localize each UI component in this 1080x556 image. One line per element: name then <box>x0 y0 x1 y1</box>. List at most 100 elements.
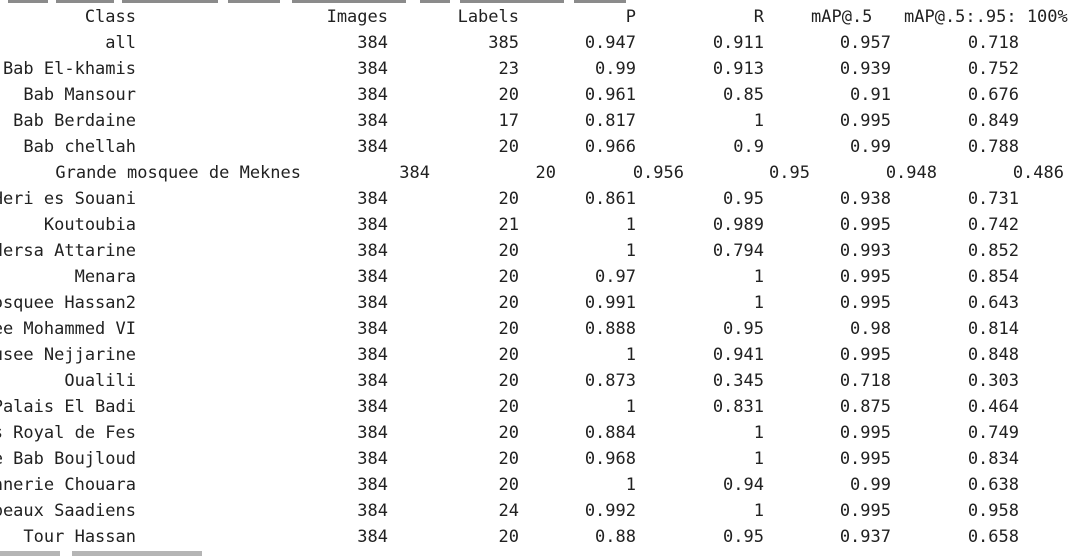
cell-class: Medersa Attarine <box>0 241 136 261</box>
cell-class: Palais El Badi <box>0 397 136 417</box>
cell-class: Palais Royal de Fes <box>0 423 136 443</box>
cell-map50: 0.99 <box>850 137 891 157</box>
table-row: Mosquee Hassan2 384 20 0.991 1 0.995 0.643 <box>0 290 1080 316</box>
cell-map50: 0.995 <box>839 501 891 521</box>
cell-map5095: 0.742 <box>967 215 1019 235</box>
cell-map50: 0.995 <box>839 215 891 235</box>
cell-map50: 0.939 <box>839 59 891 79</box>
cell-labels: 20 <box>498 85 519 105</box>
cell-r: 0.9 <box>733 137 764 157</box>
cell-map5095: 0.852 <box>967 241 1019 261</box>
cell-r: 1 <box>753 267 764 287</box>
cell-images: 384 <box>357 137 388 157</box>
cell-map50: 0.957 <box>839 33 891 53</box>
cell-map5095: 0.718 <box>967 33 1019 53</box>
cell-map50: 0.875 <box>839 397 891 417</box>
cell-map5095: 0.849 <box>967 111 1019 131</box>
cell-class: Bab El-khamis <box>2 59 136 79</box>
cell-r: 0.95 <box>723 189 764 209</box>
cell-map5095: 0.658 <box>967 527 1019 547</box>
cell-labels: 20 <box>498 449 519 469</box>
table-row: Musee Mohammed VI 384 20 0.888 0.95 0.98 0.814 <box>0 316 1080 342</box>
cell-labels: 23 <box>498 59 519 79</box>
cell-map5095: 0.834 <box>967 449 1019 469</box>
cell-r: 0.941 <box>712 345 764 365</box>
table-row: Medersa Attarine 384 20 1 0.794 0.993 0.852 <box>0 238 1080 264</box>
cell-class: Musee Mohammed VI <box>0 319 136 339</box>
cell-images: 384 <box>357 319 388 339</box>
table-row: Bab Berdaine 384 17 0.817 1 0.995 0.849 <box>0 108 1080 134</box>
cell-map50: 0.995 <box>839 111 891 131</box>
cell-images: 384 <box>357 475 388 495</box>
header-class: Class <box>84 7 136 27</box>
cell-r: 0.913 <box>712 59 764 79</box>
cell-map50: 0.995 <box>839 293 891 313</box>
cell-p: 0.99 <box>595 59 636 79</box>
cell-map5095: 0.464 <box>967 397 1019 417</box>
cell-class: Oualili <box>64 371 136 391</box>
table-row: all 384 385 0.947 0.911 0.957 0.718 <box>0 30 1080 56</box>
cell-p: 0.888 <box>584 319 636 339</box>
cell-map50: 0.993 <box>839 241 891 261</box>
cell-images: 384 <box>357 215 388 235</box>
header-labels: Labels <box>457 7 519 27</box>
cell-map50: 0.995 <box>839 345 891 365</box>
cell-map50: 0.91 <box>850 85 891 105</box>
cell-images: 384 <box>357 85 388 105</box>
table-row: Tour Hassan 384 20 0.88 0.95 0.937 0.658 <box>0 524 1080 550</box>
cell-labels: 20 <box>498 319 519 339</box>
table-row: Menara 384 20 0.97 1 0.995 0.854 <box>0 264 1080 290</box>
cell-map5095: 0.676 <box>967 85 1019 105</box>
table-row: Bab chellah 384 20 0.966 0.9 0.99 0.788 <box>0 134 1080 160</box>
cell-images: 384 <box>357 267 388 287</box>
cell-map5095: 0.752 <box>967 59 1019 79</box>
cell-labels: 20 <box>535 163 556 183</box>
cell-labels: 24 <box>498 501 519 521</box>
cell-p: 0.992 <box>584 501 636 521</box>
cell-r: 0.989 <box>712 215 764 235</box>
cell-p: 0.968 <box>584 449 636 469</box>
cell-labels: 20 <box>498 345 519 365</box>
cell-map50: 0.938 <box>839 189 891 209</box>
cell-labels: 385 <box>488 33 519 53</box>
cell-class: Musee Nejjarine <box>0 345 136 365</box>
cell-images: 384 <box>357 111 388 131</box>
cell-class: Grande mosquee de Meknes <box>55 163 301 183</box>
cell-images: 384 <box>357 33 388 53</box>
cell-class: Koutoubia <box>43 215 136 235</box>
cell-labels: 20 <box>498 137 519 157</box>
cell-labels: 20 <box>498 397 519 417</box>
cell-map5095: 0.303 <box>967 371 1019 391</box>
cell-r: 1 <box>753 449 764 469</box>
cell-p: 1 <box>625 397 636 417</box>
cell-p: 1 <box>625 215 636 235</box>
header-map50: mAP@.5 <box>811 7 873 27</box>
cell-map5095: 0.958 <box>967 501 1019 521</box>
cell-p: 0.861 <box>584 189 636 209</box>
cell-labels: 20 <box>498 267 519 287</box>
cell-r: 1 <box>753 293 764 313</box>
cell-labels: 20 <box>498 371 519 391</box>
cell-r: 0.95 <box>723 527 764 547</box>
cell-r: 0.831 <box>712 397 764 417</box>
cell-map5095: 0.848 <box>967 345 1019 365</box>
cell-p: 0.884 <box>584 423 636 443</box>
cell-labels: 17 <box>498 111 519 131</box>
cell-map50: 0.995 <box>839 423 891 443</box>
cropped-text-line <box>0 551 1080 556</box>
table-row: Oualili 384 20 0.873 0.345 0.718 0.303 <box>0 368 1080 394</box>
cell-labels: 20 <box>498 293 519 313</box>
table-header: Class Images Labels P R mAP@.5 mAP@.5:.9… <box>0 4 1080 30</box>
cell-r: 0.345 <box>712 371 764 391</box>
cell-map5095: 0.638 <box>967 475 1019 495</box>
cell-images: 384 <box>357 397 388 417</box>
cell-class: Tour Hassan <box>23 527 136 547</box>
cell-images: 384 <box>357 345 388 365</box>
cell-r: 0.85 <box>723 85 764 105</box>
cell-r: 1 <box>753 111 764 131</box>
table-row: Tombeaux Saadiens 384 24 0.992 1 0.995 0.958 <box>0 498 1080 524</box>
cell-r: 0.94 <box>723 475 764 495</box>
cell-images: 384 <box>357 501 388 521</box>
cell-map5095: 0.854 <box>967 267 1019 287</box>
